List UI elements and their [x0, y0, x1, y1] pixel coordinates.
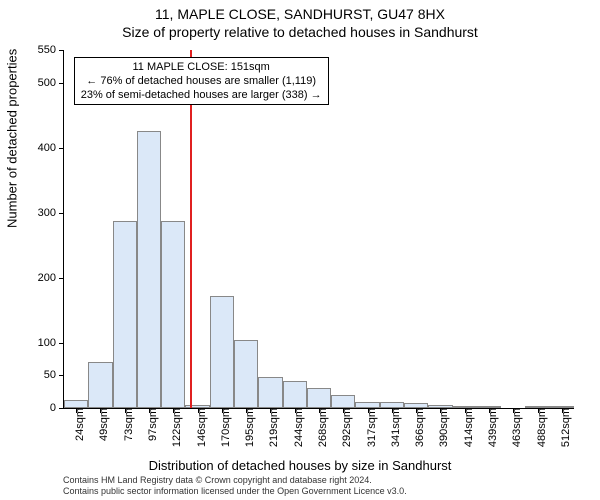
histogram-bar: [331, 395, 355, 408]
plot-area: 05010020030040050055024sqm49sqm73sqm97sq…: [63, 50, 574, 409]
y-tick-mark: [59, 83, 64, 84]
x-tick-label: 219sqm: [260, 408, 280, 447]
y-tick-mark: [59, 278, 64, 279]
y-tick-mark: [59, 213, 64, 214]
histogram-bar: [113, 221, 137, 408]
x-tick-label: 73sqm: [115, 408, 135, 441]
x-tick-label: 244sqm: [285, 408, 305, 447]
x-tick-label: 512sqm: [552, 408, 572, 447]
annotation-line: 23% of semi-detached houses are larger (…: [81, 88, 322, 102]
footer-attribution: Contains HM Land Registry data © Crown c…: [63, 475, 573, 497]
x-tick-label: 366sqm: [406, 408, 426, 447]
histogram-bar: [210, 296, 234, 408]
x-tick-label: 146sqm: [188, 408, 208, 447]
x-tick-label: 292sqm: [333, 408, 353, 447]
y-tick-mark: [59, 408, 64, 409]
annotation-line: 11 MAPLE CLOSE: 151sqm: [81, 60, 322, 74]
histogram-bar: [88, 362, 112, 408]
histogram-bar: [64, 400, 88, 408]
x-tick-label: 97sqm: [139, 408, 159, 441]
title-sub: Size of property relative to detached ho…: [0, 24, 600, 40]
footer-line-2: Contains public sector information licen…: [63, 486, 573, 497]
x-tick-label: 195sqm: [236, 408, 256, 447]
x-tick-label: 414sqm: [455, 408, 475, 447]
y-tick-mark: [59, 343, 64, 344]
annotation-box: 11 MAPLE CLOSE: 151sqm← 76% of detached …: [74, 57, 329, 106]
x-tick-label: 341sqm: [382, 408, 402, 447]
x-tick-label: 439sqm: [479, 408, 499, 447]
y-tick-mark: [59, 375, 64, 376]
y-tick-mark: [59, 50, 64, 51]
x-tick-label: 170sqm: [212, 408, 232, 447]
histogram-bar: [283, 381, 307, 408]
title-main: 11, MAPLE CLOSE, SANDHURST, GU47 8HX: [0, 6, 600, 22]
footer-line-1: Contains HM Land Registry data © Crown c…: [63, 475, 573, 486]
x-tick-label: 122sqm: [163, 408, 183, 447]
histogram-bar: [234, 340, 258, 408]
histogram-bar: [307, 388, 331, 408]
x-tick-label: 390sqm: [430, 408, 450, 447]
x-tick-label: 49sqm: [90, 408, 110, 441]
histogram-bar: [258, 377, 282, 408]
x-tick-label: 317sqm: [358, 408, 378, 447]
annotation-line: ← 76% of detached houses are smaller (1,…: [81, 74, 322, 88]
x-tick-label: 463sqm: [503, 408, 523, 447]
x-tick-label: 488sqm: [528, 408, 548, 447]
y-axis-label: Number of detached properties: [5, 49, 20, 228]
y-tick-mark: [59, 148, 64, 149]
x-tick-label: 268sqm: [309, 408, 329, 447]
x-axis-label: Distribution of detached houses by size …: [0, 458, 600, 473]
chart-container: 11, MAPLE CLOSE, SANDHURST, GU47 8HX Siz…: [0, 0, 600, 500]
x-tick-label: 24sqm: [66, 408, 86, 441]
histogram-bar: [137, 131, 161, 408]
histogram-bar: [161, 221, 185, 408]
